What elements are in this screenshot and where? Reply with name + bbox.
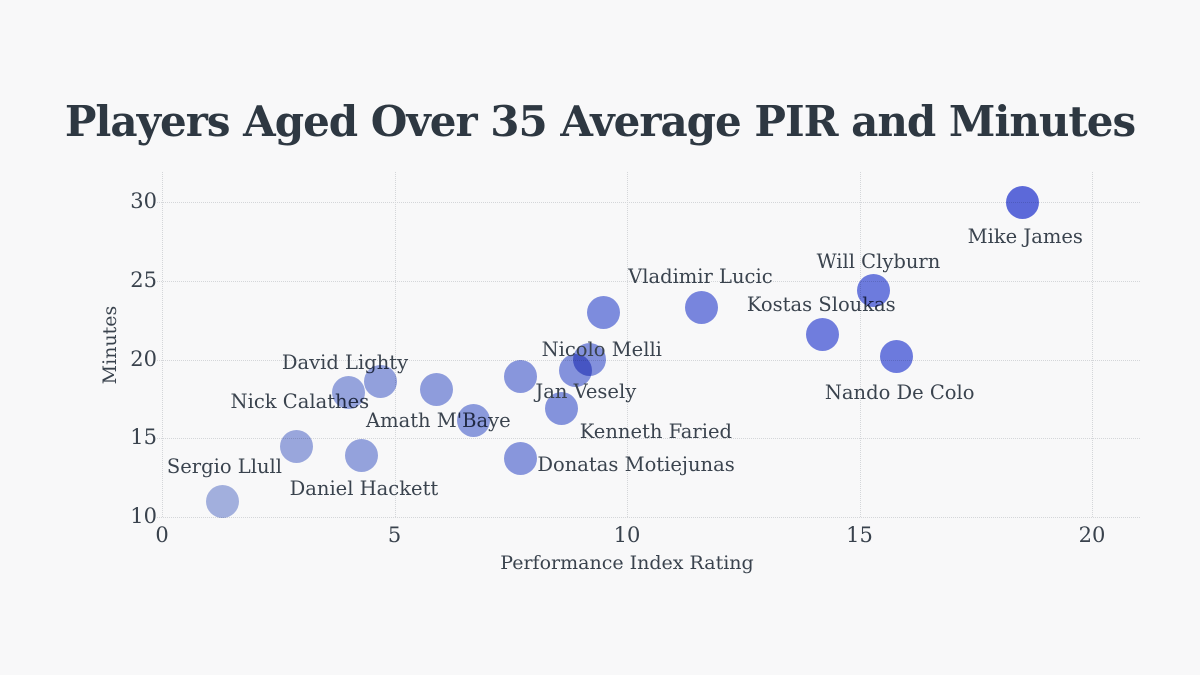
data-point[interactable] bbox=[503, 360, 537, 394]
y-gridline bbox=[157, 280, 1140, 282]
point-label: Will Clyburn bbox=[816, 250, 941, 274]
y-gridline bbox=[157, 517, 1140, 518]
x-gridline bbox=[859, 172, 861, 517]
x-gridline bbox=[394, 172, 396, 517]
data-point[interactable] bbox=[364, 365, 398, 399]
data-point[interactable] bbox=[331, 376, 365, 410]
x-tick-label: 15 bbox=[846, 523, 873, 547]
data-point[interactable] bbox=[805, 317, 839, 351]
y-gridline bbox=[157, 359, 1140, 361]
data-point[interactable] bbox=[345, 439, 379, 473]
point-label: Mike James bbox=[967, 225, 1083, 248]
data-point[interactable] bbox=[545, 391, 579, 425]
point-label: Donatas Motiejunas bbox=[537, 452, 735, 476]
data-point[interactable] bbox=[419, 372, 453, 406]
x-axis-title: Performance Index Rating bbox=[500, 552, 754, 574]
x-gridline bbox=[1092, 172, 1093, 517]
data-point[interactable] bbox=[587, 295, 621, 329]
chart-title: Players Aged Over 35 Average PIR and Min… bbox=[64, 97, 1136, 146]
point-label: Kostas Sloukas bbox=[746, 293, 896, 317]
data-point[interactable] bbox=[280, 429, 314, 463]
x-tick-label: 0 bbox=[155, 523, 169, 547]
data-point[interactable] bbox=[880, 339, 914, 373]
data-point[interactable] bbox=[1005, 185, 1039, 219]
x-gridline bbox=[627, 172, 628, 517]
point-label: Jan Vesely bbox=[535, 379, 637, 403]
y-gridline bbox=[157, 202, 1140, 203]
y-tick-label: 10 bbox=[130, 504, 157, 528]
data-point[interactable] bbox=[684, 291, 718, 325]
data-point[interactable] bbox=[503, 442, 537, 476]
y-tick-label: 20 bbox=[130, 346, 157, 371]
x-tick-label: 10 bbox=[613, 523, 641, 547]
x-gridline bbox=[162, 172, 163, 517]
x-tick-label: 20 bbox=[1078, 523, 1106, 547]
point-label: Kenneth Faried bbox=[579, 420, 733, 444]
y-tick-label: 15 bbox=[130, 425, 157, 450]
y-tick-label: 30 bbox=[130, 189, 157, 213]
data-point[interactable] bbox=[205, 484, 239, 518]
x-tick-label: 5 bbox=[387, 523, 402, 547]
data-point[interactable] bbox=[573, 343, 607, 376]
y-tick-label: 25 bbox=[130, 267, 157, 292]
y-axis-title: Minutes bbox=[99, 305, 121, 385]
point-label: Daniel Hackett bbox=[289, 476, 439, 500]
data-point[interactable] bbox=[457, 404, 491, 438]
point-label: Vladimir Lucic bbox=[628, 264, 773, 288]
point-label: Sergio Llull bbox=[166, 455, 282, 479]
point-label: Nando De Colo bbox=[824, 381, 975, 405]
y-gridline bbox=[157, 438, 1140, 440]
data-point[interactable] bbox=[856, 273, 890, 307]
point-label: Nicolo Melli bbox=[541, 338, 662, 362]
